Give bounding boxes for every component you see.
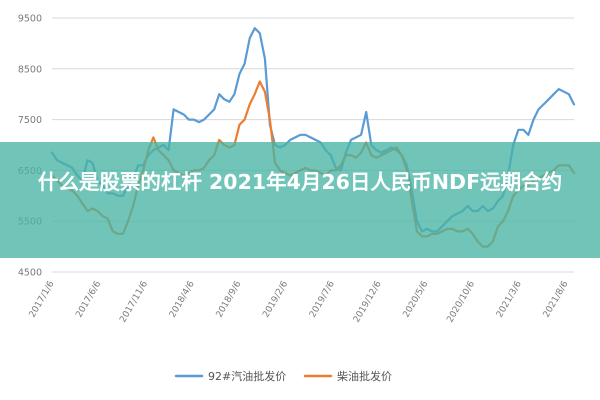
y-tick-label: 9500 <box>18 14 42 25</box>
x-tick-label: 2021/8/6 <box>542 279 571 319</box>
legend-label: 92#汽油批发价 <box>208 369 286 383</box>
x-tick-label: 2018/9/6 <box>215 279 244 319</box>
x-tick-label: 2020/5/6 <box>402 279 431 319</box>
x-axis-ticks: 2017/1/6 2017/6/6 2017/11/6 2018/4/6 2018/9/… <box>28 279 571 324</box>
x-tick-label: 2018/4/6 <box>168 279 197 319</box>
x-tick-label: 2020/10/6 <box>445 279 477 324</box>
y-tick-label: 4500 <box>18 268 42 279</box>
title-banner <box>0 142 600 258</box>
legend: 92#汽油批发价 柴油批发价 <box>174 369 392 383</box>
x-tick-label: 2019/2/6 <box>261 279 290 319</box>
x-tick-label: 2019/12/6 <box>352 279 384 324</box>
banner-title: 什么是股票的杠杆 2021年4月26日人民币NDF远期合约 <box>37 170 563 194</box>
x-tick-label: 2019/7/6 <box>308 279 337 319</box>
x-tick-label: 2017/11/6 <box>118 279 150 324</box>
legend-label: 柴油批发价 <box>337 369 392 383</box>
x-tick-label: 2021/3/6 <box>495 279 524 319</box>
x-tick-label: 2017/1/6 <box>28 279 57 319</box>
y-tick-label: 8500 <box>18 64 42 75</box>
y-tick-label: 7500 <box>18 115 42 126</box>
x-tick-label: 2017/6/6 <box>74 279 103 319</box>
